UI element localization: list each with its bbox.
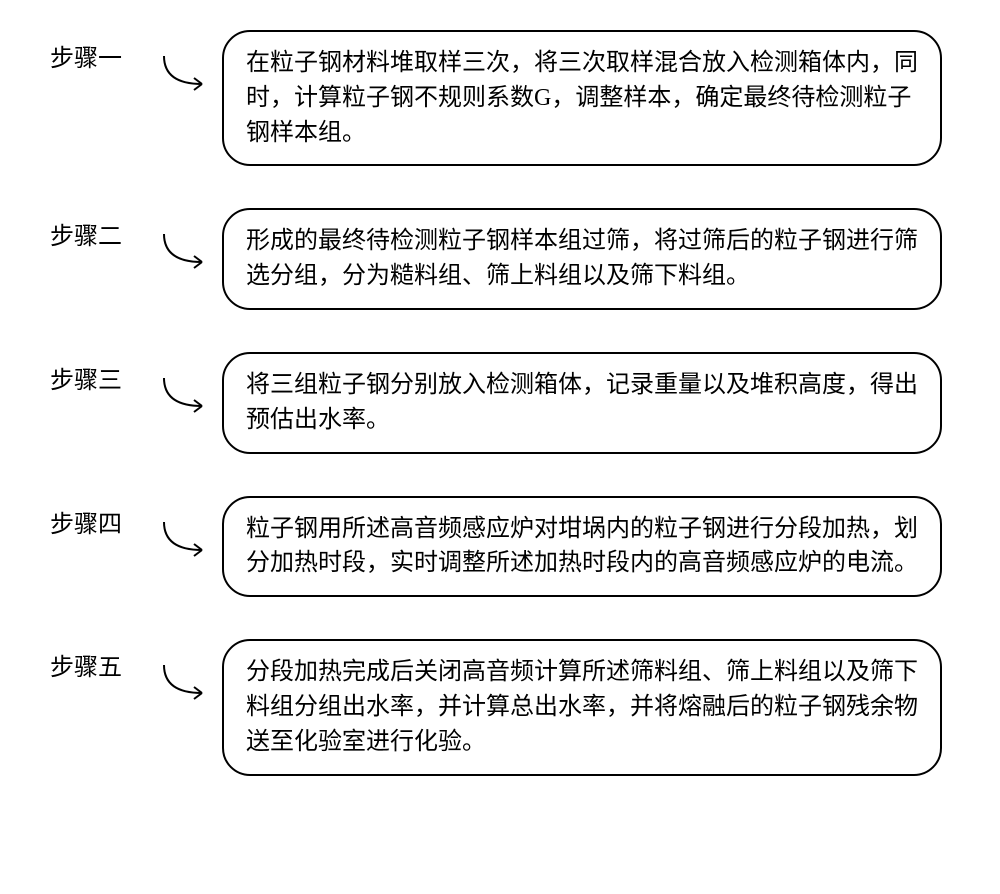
- step-row-5: 步骤五 分段加热完成后关闭高音频计算所述筛料组、筛上料组以及筛下料组分组出水率，…: [50, 639, 950, 775]
- step-label-1: 步骤一: [50, 30, 150, 73]
- step-label-5: 步骤五: [50, 639, 150, 682]
- arrow-icon: [150, 639, 222, 711]
- step-row-1: 步骤一 在粒子钢材料堆取样三次，将三次取样混合放入检测箱体内，同时，计算粒子钢不…: [50, 30, 950, 166]
- step-label-2: 步骤二: [50, 208, 150, 251]
- arrow-icon: [150, 352, 222, 424]
- step-content-5: 分段加热完成后关闭高音频计算所述筛料组、筛上料组以及筛下料组分组出水率，并计算总…: [222, 639, 942, 775]
- step-row-4: 步骤四 粒子钢用所述高音频感应炉对坩埚内的粒子钢进行分段加热，划分加热时段，实时…: [50, 496, 950, 598]
- arrow-icon: [150, 496, 222, 568]
- arrow-icon: [150, 208, 222, 280]
- step-row-3: 步骤三 将三组粒子钢分别放入检测箱体，记录重量以及堆积高度，得出预估出水率。: [50, 352, 950, 454]
- arrow-icon: [150, 30, 222, 102]
- step-content-4: 粒子钢用所述高音频感应炉对坩埚内的粒子钢进行分段加热，划分加热时段，实时调整所述…: [222, 496, 942, 598]
- step-content-3: 将三组粒子钢分别放入检测箱体，记录重量以及堆积高度，得出预估出水率。: [222, 352, 942, 454]
- step-label-3: 步骤三: [50, 352, 150, 395]
- step-content-1: 在粒子钢材料堆取样三次，将三次取样混合放入检测箱体内，同时，计算粒子钢不规则系数…: [222, 30, 942, 166]
- step-content-2: 形成的最终待检测粒子钢样本组过筛，将过筛后的粒子钢进行筛选分组，分为糙料组、筛上…: [222, 208, 942, 310]
- step-label-4: 步骤四: [50, 496, 150, 539]
- step-row-2: 步骤二 形成的最终待检测粒子钢样本组过筛，将过筛后的粒子钢进行筛选分组，分为糙料…: [50, 208, 950, 310]
